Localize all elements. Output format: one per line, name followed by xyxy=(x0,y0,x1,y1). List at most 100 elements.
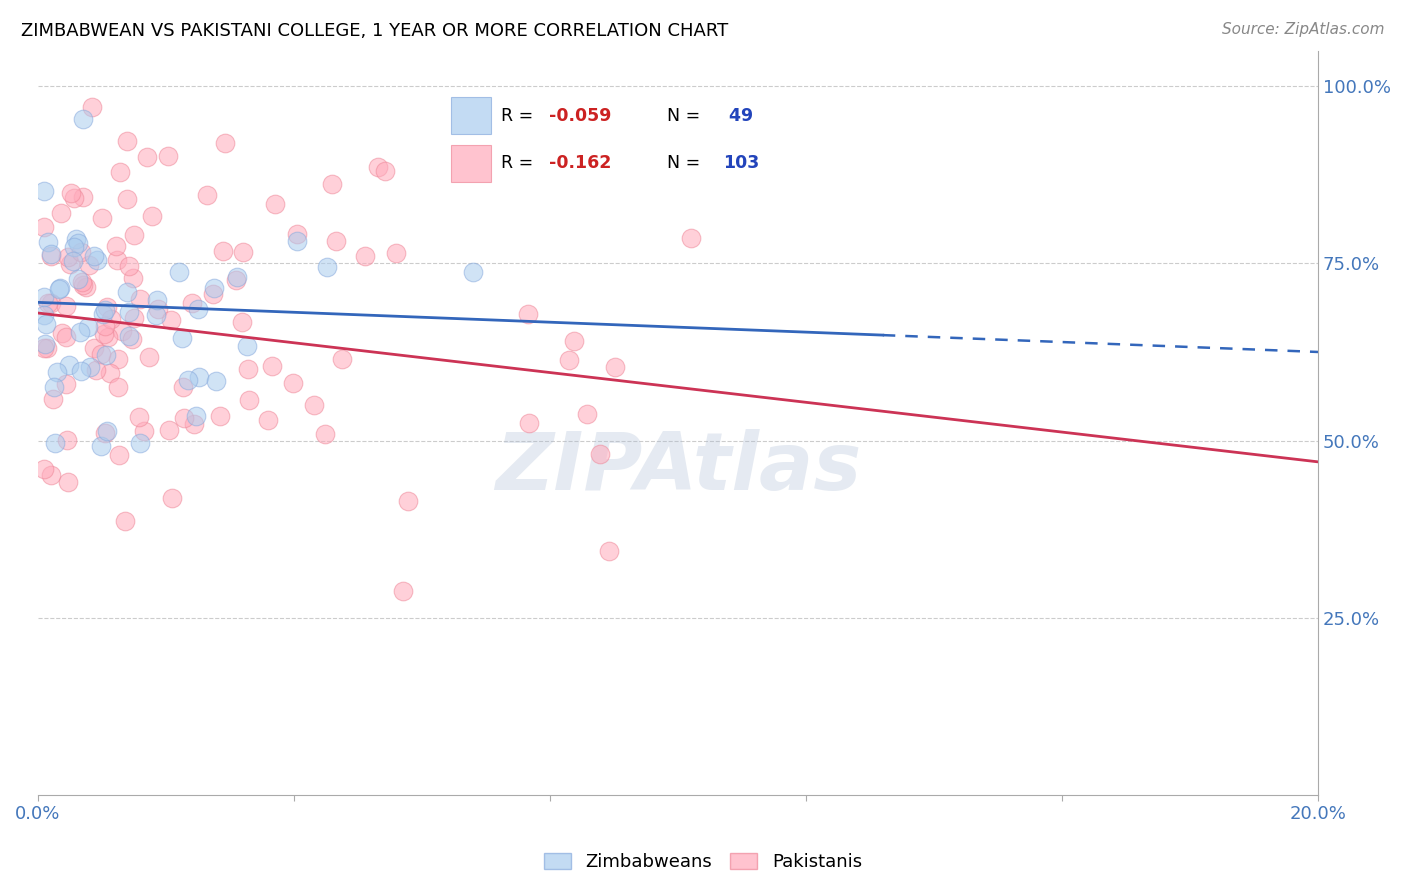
Point xyxy=(60,186,83,200)
Legend: Zimbabweans, Pakistanis: Zimbabweans, Pakistanis xyxy=(537,846,869,879)
Point xyxy=(146,293,169,307)
Point xyxy=(93,318,115,333)
Point xyxy=(461,265,484,279)
Point xyxy=(72,278,94,293)
Point xyxy=(122,227,145,242)
Point xyxy=(128,409,150,424)
Point xyxy=(188,370,211,384)
Point xyxy=(238,393,260,408)
Point xyxy=(367,160,389,174)
Point xyxy=(316,260,339,274)
Point xyxy=(63,240,86,254)
Point xyxy=(156,149,179,163)
Text: -0.162: -0.162 xyxy=(550,154,612,172)
Point xyxy=(75,280,97,294)
Point xyxy=(225,273,247,287)
Point xyxy=(129,435,152,450)
Point xyxy=(160,491,183,506)
Text: 49: 49 xyxy=(723,107,754,125)
Point xyxy=(67,272,90,286)
Point xyxy=(353,249,375,263)
Point xyxy=(184,409,207,424)
Point xyxy=(58,359,80,373)
Point xyxy=(39,295,62,310)
Point xyxy=(285,234,308,248)
Point xyxy=(108,165,131,179)
Point xyxy=(314,426,336,441)
Point xyxy=(66,235,89,250)
Point xyxy=(83,341,105,355)
Point xyxy=(107,448,129,462)
Point xyxy=(55,377,77,392)
Point xyxy=(62,191,84,205)
Point xyxy=(55,434,77,448)
Point xyxy=(51,206,73,220)
Point xyxy=(32,219,55,234)
Point xyxy=(117,329,139,343)
Point xyxy=(34,290,56,304)
Point xyxy=(34,318,56,332)
Point xyxy=(86,252,108,267)
Point xyxy=(105,239,128,253)
Point xyxy=(209,409,232,424)
Point xyxy=(72,112,94,126)
Point xyxy=(238,362,260,376)
Point xyxy=(111,324,134,338)
Point xyxy=(107,379,129,393)
Point xyxy=(257,413,280,427)
Point xyxy=(32,462,55,476)
Point xyxy=(129,292,152,306)
Point xyxy=(69,364,91,378)
Point xyxy=(58,475,80,489)
Point xyxy=(145,308,167,322)
Point xyxy=(589,447,612,461)
Text: R =: R = xyxy=(501,154,538,172)
Point xyxy=(205,374,228,388)
Point xyxy=(45,365,67,379)
Point xyxy=(285,227,308,242)
Point xyxy=(373,164,395,178)
Point xyxy=(212,244,235,259)
Point xyxy=(325,234,347,248)
Point xyxy=(384,245,406,260)
Point xyxy=(96,301,118,315)
Point xyxy=(80,100,103,114)
Point xyxy=(107,352,129,367)
Point xyxy=(90,439,112,453)
Point xyxy=(69,244,91,259)
Point xyxy=(49,281,72,295)
Point xyxy=(69,325,91,339)
Point xyxy=(117,285,139,300)
Point xyxy=(105,252,128,267)
Point xyxy=(141,209,163,223)
Point xyxy=(39,468,62,483)
Point xyxy=(121,332,143,346)
Point xyxy=(135,150,157,164)
Point xyxy=(100,311,122,326)
Point xyxy=(118,260,141,274)
Point xyxy=(187,302,209,317)
Point xyxy=(91,307,114,321)
Point xyxy=(517,417,540,431)
Point xyxy=(160,312,183,326)
Point xyxy=(32,185,55,199)
Point xyxy=(62,253,84,268)
Point xyxy=(214,136,236,151)
Point xyxy=(167,265,190,279)
Point xyxy=(94,425,117,440)
Point xyxy=(41,392,63,407)
Point xyxy=(564,334,586,349)
Point xyxy=(37,235,59,249)
Point xyxy=(146,301,169,316)
Point xyxy=(558,352,581,367)
Point xyxy=(44,436,66,450)
Point xyxy=(226,270,249,285)
Point xyxy=(302,398,325,412)
Point xyxy=(195,187,218,202)
Point xyxy=(516,307,538,321)
Point xyxy=(231,314,253,328)
Point xyxy=(94,302,117,317)
Point xyxy=(34,337,56,351)
Point xyxy=(37,295,59,310)
Point xyxy=(55,330,77,344)
